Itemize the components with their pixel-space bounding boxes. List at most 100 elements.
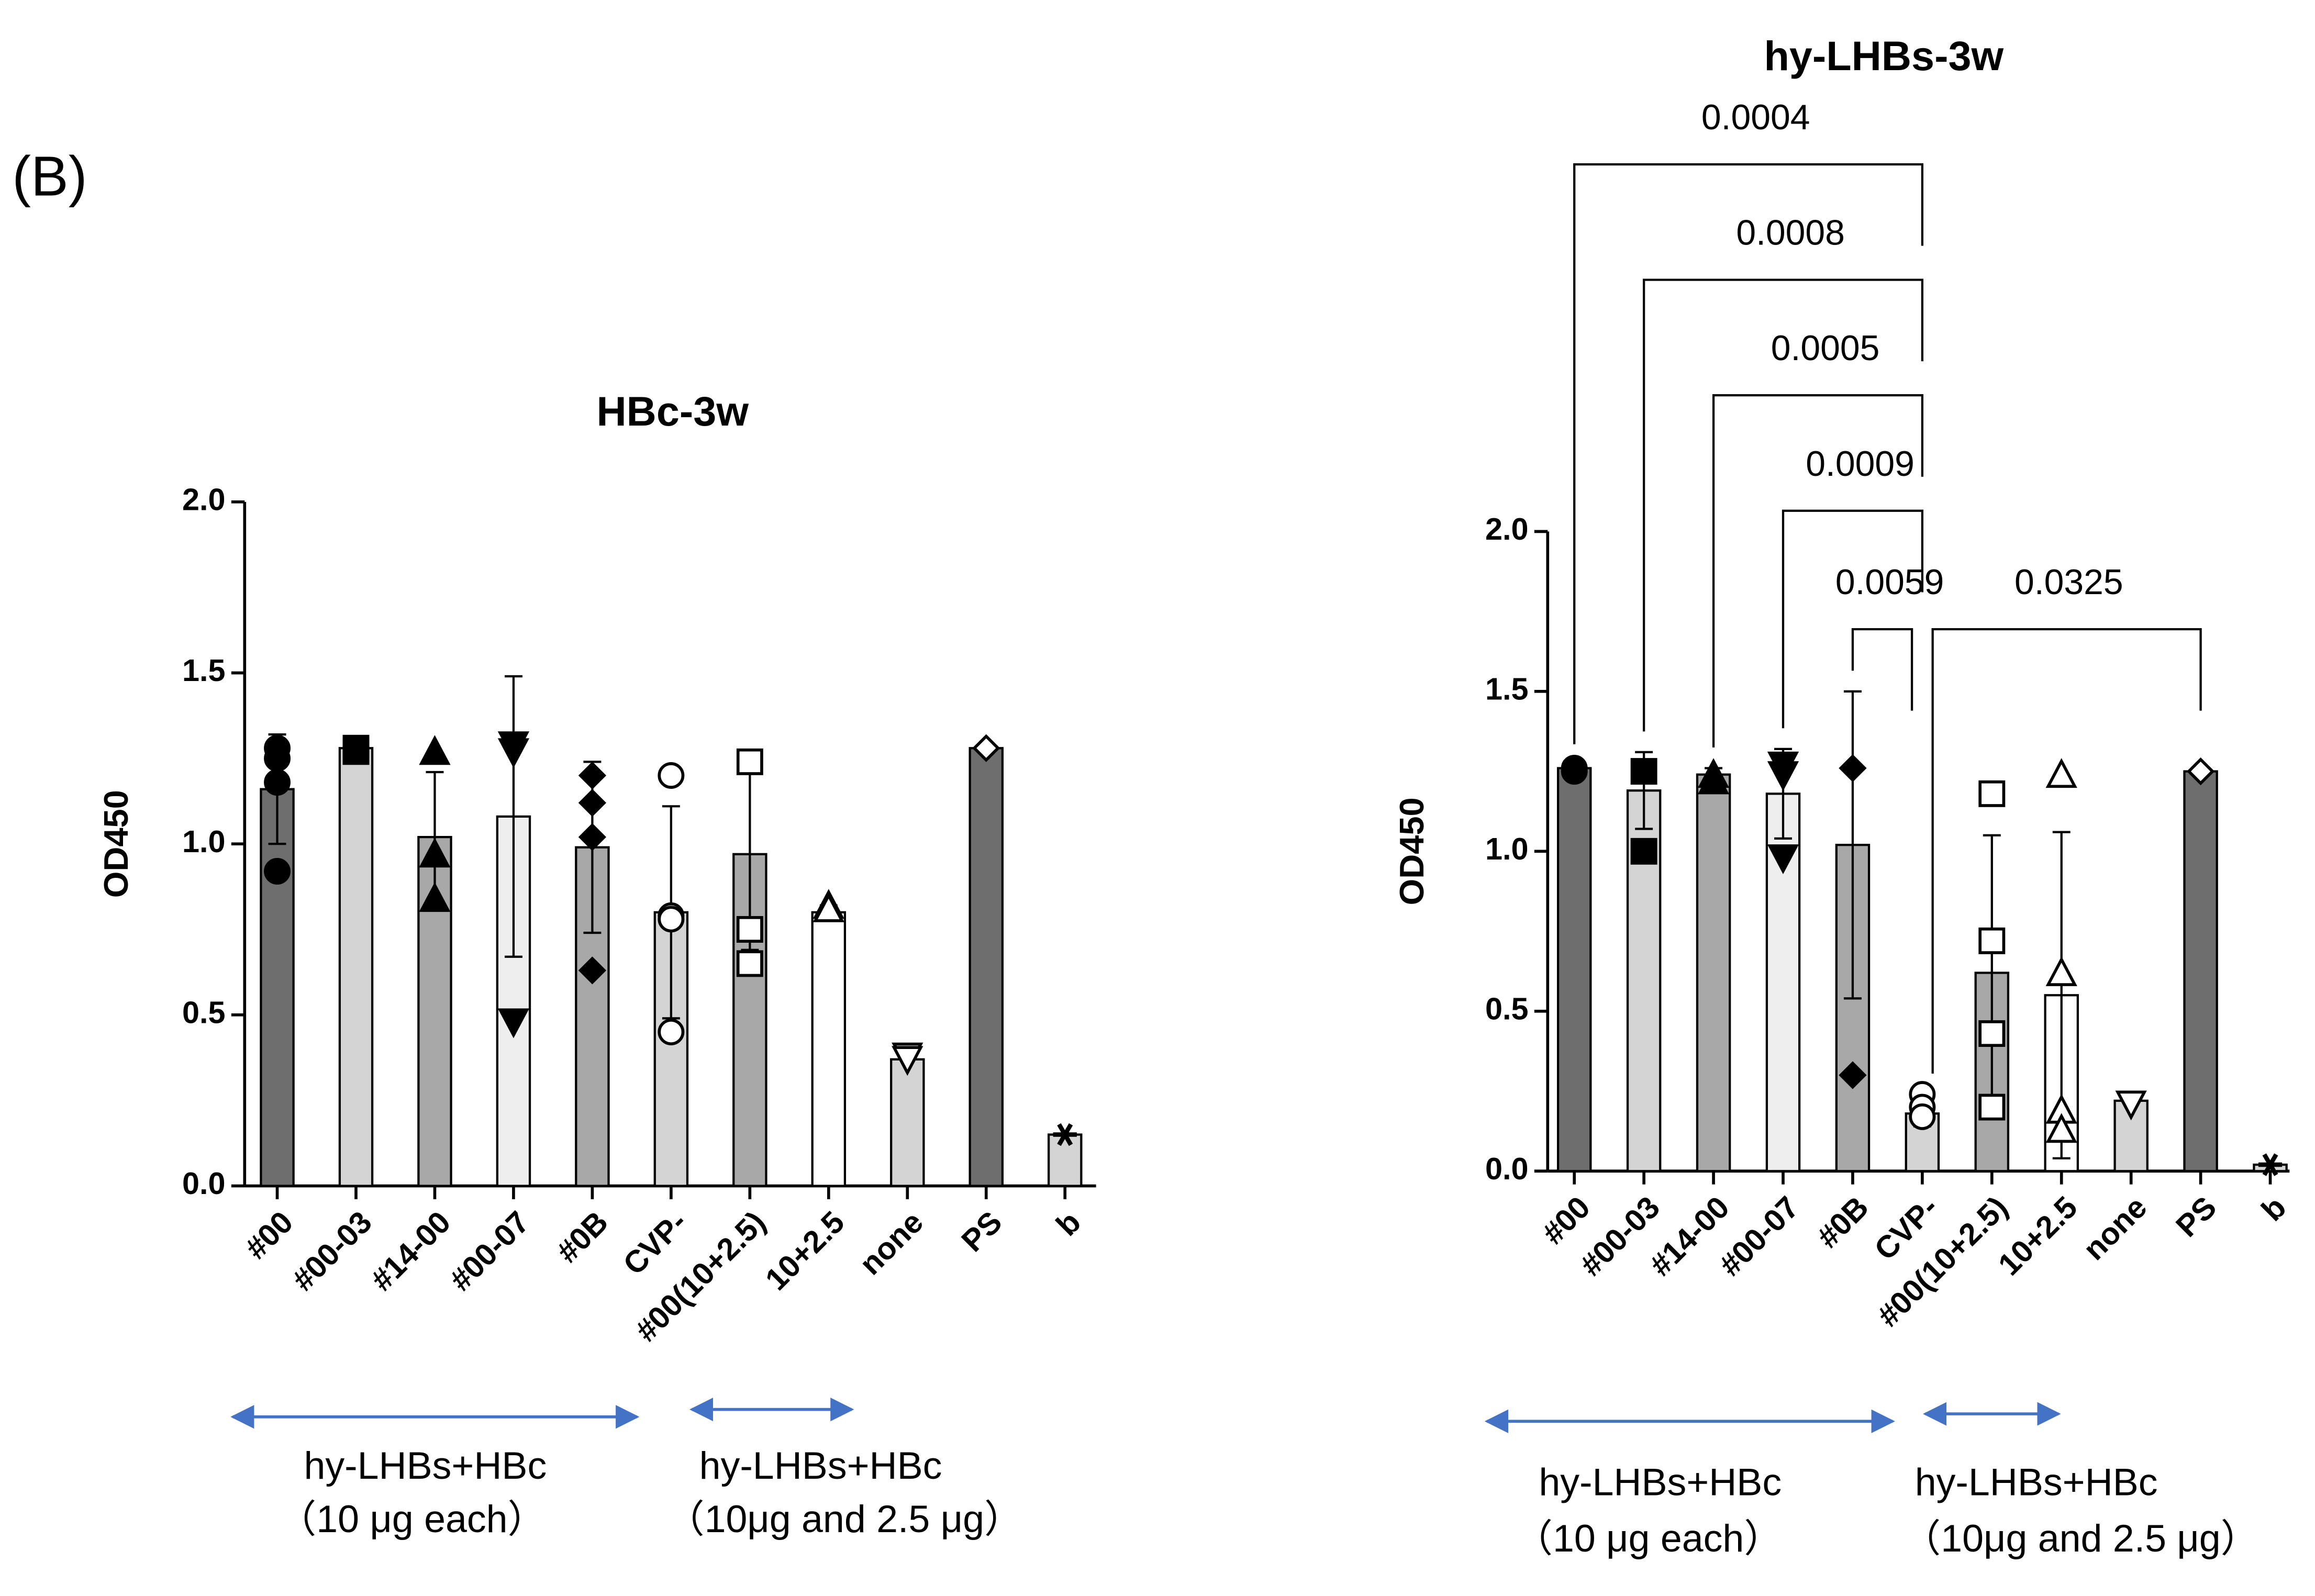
bar: [1047, 1133, 1083, 1187]
x-tick-label: 10+2.5: [1991, 1189, 2084, 1282]
bar: [338, 747, 374, 1187]
bar: [1556, 767, 1592, 1173]
x-tick-label: 10+2.5: [759, 1204, 851, 1297]
group-label: hy-LHBs+HBc: [304, 1444, 547, 1487]
x-tick-label: #00-07: [1712, 1189, 1806, 1282]
data-point: [736, 916, 763, 943]
x-tick-label: #14-00: [1643, 1189, 1736, 1282]
y-tick-label: 1.5: [1485, 672, 1529, 707]
data-point: [419, 838, 451, 868]
y-axis-label: OD450: [97, 790, 135, 898]
y-tick-label: 1.0: [182, 824, 226, 859]
group-sublabel: （10 μg each）: [1514, 1516, 1782, 1560]
y-tick-label: 1.0: [1485, 831, 1529, 866]
data-point: [892, 1046, 923, 1076]
error-bar: [1843, 690, 1862, 1000]
data-point: [578, 956, 607, 985]
panel-label: (B): [12, 144, 87, 207]
chart-title: HBc-3w: [596, 388, 749, 434]
data-point: [658, 906, 685, 933]
y-tick-label: 0.0: [1485, 1151, 1529, 1186]
p-value: 0.0009: [1806, 444, 1915, 484]
x-tick-label: #00-03: [285, 1204, 379, 1298]
group-sublabel: （10 μg each）: [278, 1497, 546, 1541]
p-value: 0.0004: [1701, 98, 1810, 137]
significance-bracket: [1712, 394, 1923, 747]
x-tick-label: #14-00: [364, 1204, 457, 1298]
data-point: [2045, 1113, 2077, 1143]
bar: [1696, 773, 1731, 1173]
data-point: [2115, 1090, 2147, 1121]
significance-bracket: [1851, 628, 1913, 711]
bar: [2183, 770, 2218, 1173]
data-point: [972, 734, 1000, 762]
p-value: 0.0325: [2015, 563, 2123, 602]
data-point: [2045, 758, 2077, 788]
data-point: [1978, 927, 2006, 954]
data-point: [264, 857, 291, 885]
data-point: [1697, 764, 1730, 795]
y-tick-label: 0.5: [1485, 991, 1529, 1026]
data-point: [578, 761, 607, 790]
data-point: [264, 745, 291, 772]
data-point: [813, 892, 844, 922]
x-tick-label: #00-03: [1573, 1189, 1666, 1282]
p-value: 0.0005: [1771, 329, 1880, 368]
group-label: hy-LHBs+HBc: [1539, 1460, 1782, 1503]
data-point: [1630, 838, 1657, 865]
y-tick-label: 2.0: [1485, 511, 1529, 546]
x-tick-label: #0B: [1810, 1189, 1875, 1254]
bar: [969, 747, 1004, 1187]
x-tick-label: b: [2254, 1189, 2292, 1227]
data-point: [578, 823, 607, 851]
data-point: [1978, 780, 2006, 807]
data-point: [497, 1008, 530, 1039]
data-point: [1978, 1020, 2006, 1047]
data-point: [2186, 757, 2215, 786]
data-point: [1839, 1061, 1867, 1089]
data-point: [1767, 761, 1799, 791]
data-point: [1767, 844, 1799, 875]
data-point: [342, 738, 370, 765]
group-sublabel: （10μg and 2.5 μg）: [666, 1497, 1022, 1541]
x-tick-label: PS: [2169, 1189, 2223, 1243]
x-tick-label: PS: [954, 1204, 1008, 1258]
chart-title: hy-LHBs-3w: [1764, 32, 2004, 79]
significance-bracket: [1573, 163, 1923, 744]
data-point: [419, 735, 451, 765]
y-axis-label: OD450: [1393, 797, 1431, 905]
data-point: [658, 1019, 685, 1045]
group-label: hy-LHBs+HBc: [699, 1444, 942, 1487]
data-point: [658, 762, 685, 789]
y-tick-label: 2.0: [182, 482, 226, 517]
bar: [260, 788, 295, 1187]
significance-bracket: [1782, 509, 1923, 729]
bar: [890, 1058, 925, 1187]
data-point: [2258, 1153, 2283, 1176]
y-tick-label: 0.5: [182, 995, 226, 1030]
y-tick-label: 1.5: [182, 653, 226, 688]
bar: [811, 911, 847, 1187]
data-point: [1839, 754, 1867, 783]
x-tick-label: #00-07: [443, 1204, 536, 1298]
data-point: [497, 738, 530, 768]
data-point: [1909, 1103, 1936, 1130]
x-tick-label: #00: [238, 1204, 299, 1266]
data-point: [578, 789, 607, 817]
data-point: [419, 882, 451, 912]
x-tick-label: #0B: [550, 1204, 615, 1269]
error-bar: [504, 675, 522, 958]
significance-bracket: [1931, 628, 2202, 1074]
group-label: hy-LHBs+HBc: [1915, 1460, 2158, 1503]
x-tick-label: none: [853, 1204, 930, 1282]
x-tick-label: none: [2076, 1189, 2154, 1267]
y-tick-label: 0.0: [182, 1166, 226, 1201]
data-point: [1561, 758, 1588, 785]
x-tick-label: b: [1049, 1204, 1087, 1243]
x-tick-label: #00: [1535, 1189, 1597, 1251]
group-sublabel: （10μg and 2.5 μg）: [1902, 1516, 2259, 1560]
data-point: [1053, 1123, 1077, 1146]
p-value: 0.0059: [1835, 563, 1944, 602]
